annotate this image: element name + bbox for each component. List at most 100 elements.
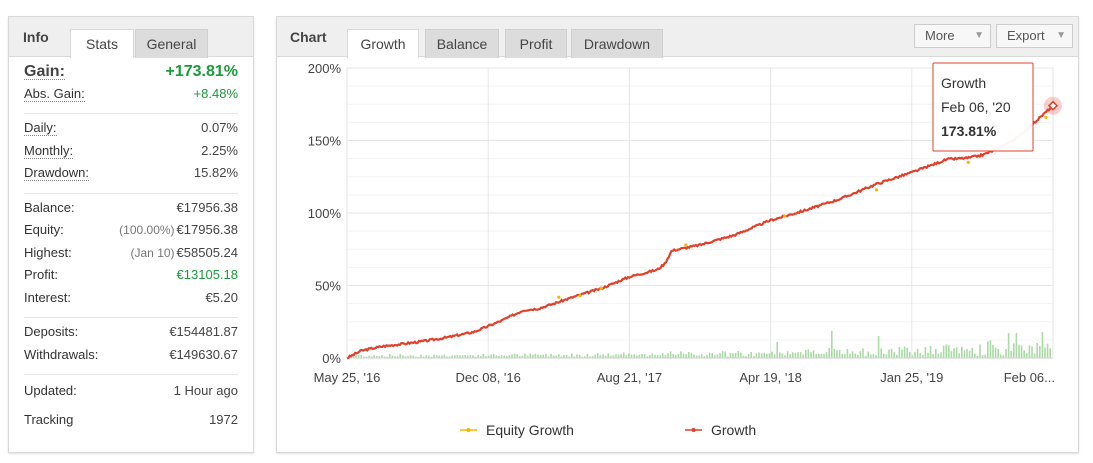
- volume-bar: [620, 354, 622, 358]
- x-tick-label: Aug 21, '17: [597, 370, 662, 385]
- deposits-value: €154481.87: [169, 324, 238, 339]
- legend: Equity Growth Growth: [460, 422, 756, 438]
- volume-bar: [617, 354, 620, 358]
- volume-bar: [545, 353, 547, 358]
- volume-bar: [719, 353, 721, 358]
- drawdown-row: Drawdown: 15.82%: [24, 165, 238, 188]
- volume-bar: [1046, 343, 1049, 358]
- volume-bar: [1028, 345, 1031, 358]
- gain-row: Gain: +173.81%: [24, 63, 238, 86]
- volume-bar: [420, 354, 422, 358]
- volume-bar: [867, 351, 869, 358]
- volume-bar: [727, 356, 729, 358]
- withdrawals-value: €149630.67: [169, 346, 238, 362]
- volume-bar: [503, 355, 505, 358]
- volume-bar: [955, 347, 958, 358]
- volume-bar: [753, 356, 755, 358]
- volume-bar: [524, 353, 526, 358]
- tracking-value[interactable]: 1972: [209, 412, 238, 427]
- volume-bar: [430, 356, 433, 358]
- volume-bar: [872, 354, 875, 358]
- y-tick-label: 100%: [308, 206, 342, 221]
- volume-bar: [597, 353, 599, 358]
- volume-bar: [760, 353, 763, 358]
- deposits-label: Deposits:: [24, 324, 79, 339]
- volume-bar: [607, 353, 609, 358]
- tab-balance[interactable]: Balance: [425, 29, 499, 58]
- growth-chart[interactable]: 0% 50% 100% 150% 200% May 25, '16 Dec 08, '16 A…: [277, 57, 1078, 452]
- volume-bar: [989, 340, 992, 358]
- volume-bar: [558, 354, 560, 358]
- volume-bar: [862, 348, 864, 358]
- volume-bar: [506, 356, 508, 358]
- volume-bar: [560, 356, 563, 358]
- volume-bar: [823, 353, 825, 358]
- volume-bar: [794, 352, 797, 358]
- volume-bar: [612, 355, 615, 358]
- chart-panel: Chart Growth Balance Profit Drawdown Mor…: [276, 16, 1079, 453]
- volume-bar: [992, 344, 994, 358]
- more-button[interactable]: More ▼: [914, 24, 991, 48]
- volume-bar: [1049, 348, 1051, 358]
- volume-bar: [651, 353, 654, 358]
- tab-stats[interactable]: Stats: [70, 29, 134, 58]
- withdrawals-row: Withdrawals: €149630.67: [24, 347, 238, 370]
- legend-item-growth[interactable]: Growth: [685, 422, 756, 438]
- volume-bar: [381, 355, 383, 358]
- volume-bar: [490, 354, 492, 358]
- tab-drawdown[interactable]: Drawdown: [571, 29, 663, 58]
- volume-bar: [768, 353, 771, 358]
- tab-profit[interactable]: Profit: [505, 29, 567, 58]
- interest-row: Interest: €5.20: [24, 290, 238, 313]
- tooltip-date: Feb 06, '20: [941, 99, 1011, 115]
- volume-bar: [459, 355, 461, 358]
- volume-bar: [906, 347, 908, 358]
- withdrawals-label: Withdrawals:: [24, 346, 99, 362]
- volume-bar: [997, 349, 999, 358]
- volume-bar: [945, 344, 947, 358]
- volume-bar: [500, 355, 503, 358]
- tab-growth[interactable]: Growth: [347, 29, 419, 58]
- y-tick-label: 50%: [315, 279, 341, 294]
- volume-bar: [877, 335, 880, 358]
- volume-bar: [815, 354, 817, 358]
- volume-bar: [880, 348, 882, 358]
- volume-bar: [937, 353, 940, 358]
- volume-bar: [654, 354, 656, 358]
- volume-bar: [469, 354, 472, 358]
- volume-bar: [555, 355, 557, 358]
- tab-general[interactable]: General: [135, 29, 208, 58]
- volume-bar: [890, 348, 893, 358]
- volume-bar: [669, 351, 672, 358]
- volume-bar: [838, 350, 841, 358]
- highest-label: Highest:: [24, 244, 72, 260]
- volume-bar: [958, 353, 960, 358]
- volume-bar: [919, 353, 921, 358]
- chart-series: [346, 96, 1062, 360]
- volume-bar: [909, 351, 911, 358]
- tracking-label: Tracking: [24, 412, 74, 427]
- equity-growth-point: [557, 295, 561, 299]
- volume-bar: [734, 352, 737, 358]
- volume-bar: [677, 354, 680, 358]
- volume-bar: [792, 352, 794, 358]
- volume-bar: [646, 356, 648, 358]
- volume-bar: [521, 355, 524, 358]
- volume-bar: [376, 355, 378, 358]
- legend-item-equity-growth[interactable]: Equity Growth: [460, 422, 574, 438]
- y-tick-label: 0%: [322, 351, 341, 366]
- equity-label: Equity:: [24, 222, 64, 237]
- volume-bar: [750, 351, 752, 358]
- volume-bar: [703, 356, 706, 358]
- volume-bar: [412, 355, 414, 358]
- equity-growth-point: [1044, 115, 1048, 119]
- volume-bar: [948, 345, 950, 358]
- volume-bar: [391, 355, 394, 358]
- volume-bar: [365, 356, 368, 358]
- volume-bar: [1013, 343, 1015, 358]
- volume-bar: [807, 349, 810, 358]
- y-tick-label: 200%: [308, 61, 342, 76]
- export-button[interactable]: Export ▼: [996, 24, 1073, 48]
- volume-bar: [976, 355, 979, 358]
- volume-bar: [571, 353, 573, 358]
